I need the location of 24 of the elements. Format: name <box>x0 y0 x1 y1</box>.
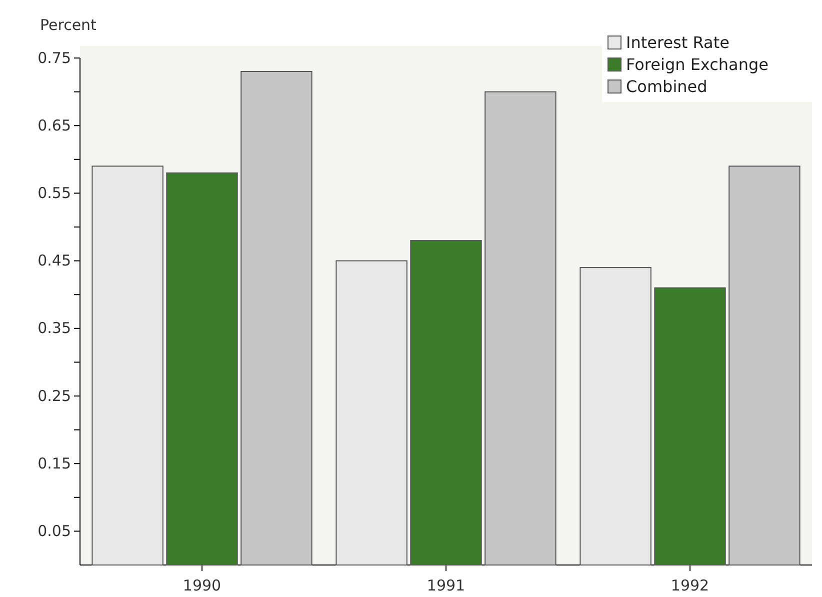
y-tick-label: 0.35 <box>38 319 71 338</box>
y-tick-label: 0.65 <box>38 116 71 134</box>
bar <box>92 166 164 566</box>
y-tick-label: 0.45 <box>38 252 71 270</box>
y-tick-label: 0.25 <box>38 386 71 405</box>
bar <box>580 267 652 566</box>
bar <box>240 71 312 566</box>
x-tick-label: 1991 <box>426 576 466 594</box>
bar <box>410 240 482 566</box>
bar <box>484 91 556 566</box>
y-tick-label: 0.15 <box>38 454 71 472</box>
x-tick-label: 1990 <box>182 576 222 594</box>
legend-label: Foreign Exchange <box>626 55 768 74</box>
bar <box>336 260 408 566</box>
y-axis-title: Percent <box>40 16 97 34</box>
y-tick-label: 0.05 <box>38 522 71 540</box>
x-tick-label: 1992 <box>670 576 710 594</box>
legend-label: Combined <box>626 77 708 96</box>
bar <box>728 166 800 566</box>
y-tick-label: 0.75 <box>38 48 71 67</box>
bar <box>166 172 238 566</box>
bar <box>654 287 726 566</box>
y-tick-label: 0.55 <box>38 184 71 202</box>
legend-label: Interest Rate <box>626 33 730 52</box>
